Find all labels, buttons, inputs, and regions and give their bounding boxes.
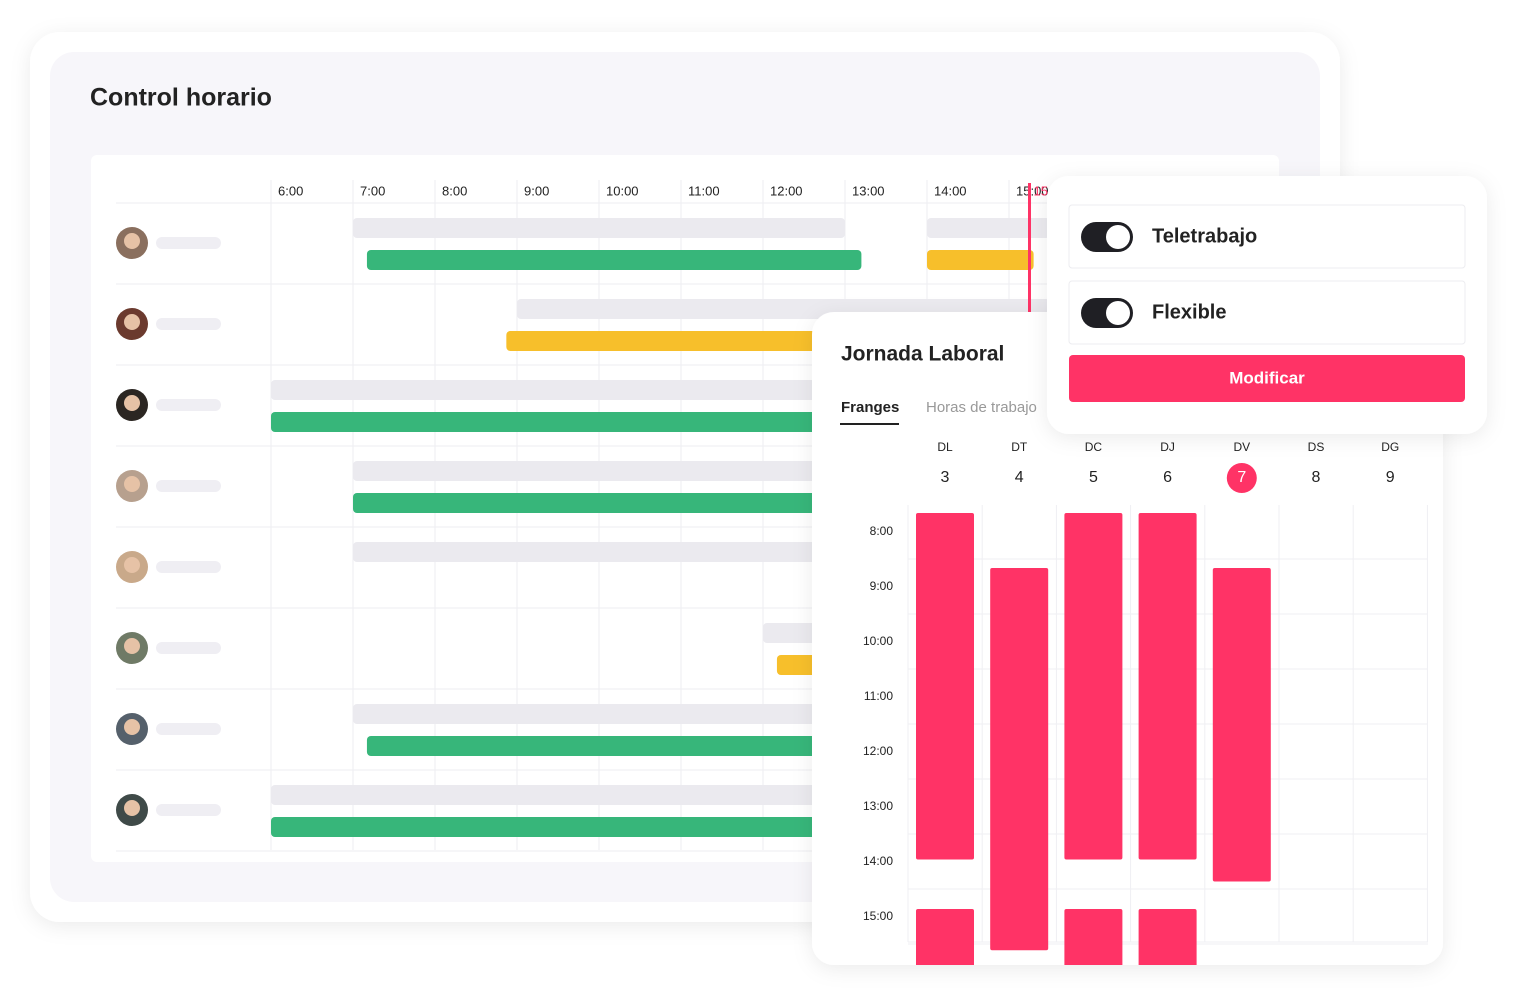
toggle-knob — [1106, 225, 1130, 249]
name-placeholder — [156, 318, 221, 330]
avatar-face — [124, 476, 140, 492]
option-label: Teletrabajo — [1152, 225, 1257, 247]
weekday: DV — [1233, 440, 1250, 454]
shift-bar — [1212, 568, 1271, 882]
hour-label: 14:00 — [863, 854, 893, 868]
avatar-face — [124, 233, 140, 249]
title: Control horario — [90, 84, 272, 112]
avatar-face — [124, 719, 140, 735]
name-placeholder — [156, 642, 221, 654]
planned-bar — [353, 218, 845, 238]
hour-label: 15:00 — [1016, 183, 1049, 198]
modify-button[interactable] — [1069, 355, 1465, 402]
name-placeholder — [156, 561, 221, 573]
hour-label: 12:00 — [863, 744, 893, 758]
shift-bar — [1138, 513, 1197, 860]
hour-label: 11:00 — [864, 689, 893, 703]
weekday: DT — [1011, 440, 1028, 454]
day-number[interactable]: 9 — [1386, 469, 1395, 486]
hour-label: 13:00 — [863, 799, 893, 813]
week-grid: 8:00 9:00 10:00 11:00 12:00 13:00 14:00 15:00 DL… — [863, 440, 1428, 965]
hour-label: 8:00 — [870, 524, 894, 538]
shift-bar — [916, 909, 974, 965]
button-label[interactable]: Modificar — [1229, 368, 1305, 387]
hour-label: 10:00 — [606, 183, 639, 198]
avatar-face — [124, 395, 140, 411]
worked-bar — [927, 250, 1034, 270]
option-box — [1068, 204, 1466, 269]
hour-label: 7:00 — [360, 183, 385, 198]
name-placeholder — [156, 723, 221, 735]
hour-label: 6:00 — [278, 183, 303, 198]
shift-bar — [1064, 513, 1123, 860]
weekday: DC — [1085, 440, 1103, 454]
shift-bar — [1064, 909, 1123, 965]
shift-bar — [990, 568, 1049, 951]
day-number[interactable]: 8 — [1312, 469, 1321, 486]
day-number[interactable]: 4 — [1015, 469, 1024, 486]
weekday: DL — [937, 440, 953, 454]
planned-bar — [927, 218, 1050, 238]
shift-bar — [916, 513, 974, 860]
avatar-face — [124, 800, 140, 816]
shift-bar — [1138, 909, 1197, 965]
today-marker — [1226, 463, 1257, 493]
day-number[interactable]: 5 — [1089, 469, 1098, 486]
avatar-face — [124, 314, 140, 330]
name-placeholder — [156, 399, 221, 411]
hour-label: 13:00 — [852, 183, 885, 198]
weekday: DG — [1381, 440, 1399, 454]
hour-label: 15:00 — [863, 909, 893, 923]
name-placeholder — [156, 480, 221, 492]
weekday: DS — [1308, 440, 1325, 454]
tab[interactable]: Franges — [841, 399, 899, 416]
day-number[interactable]: 7 — [1237, 469, 1246, 486]
hour-label: 9:00 — [870, 579, 894, 593]
hour-label: 9:00 — [524, 183, 549, 198]
hour-label: 11:00 — [688, 183, 720, 198]
option-label: Flexible — [1152, 301, 1226, 323]
hour-label: 12:00 — [770, 183, 803, 198]
day-number[interactable]: 3 — [941, 469, 950, 486]
name-placeholder — [156, 804, 221, 816]
avatar-face — [124, 638, 140, 654]
toggle-knob — [1106, 301, 1130, 325]
hour-label: 14:00 — [934, 183, 967, 198]
tab[interactable]: Horas de trabajo — [926, 399, 1037, 416]
options: Teletrabajo Flexible — [1068, 204, 1466, 345]
avatar-face — [124, 557, 140, 573]
jornada-title: Jornada Laboral — [841, 343, 1004, 366]
day-number[interactable]: 6 — [1163, 469, 1172, 486]
weekday: DJ — [1160, 440, 1175, 454]
hour-label: 10:00 — [863, 634, 893, 648]
option-box — [1068, 280, 1466, 345]
name-placeholder — [156, 237, 221, 249]
tab-underline — [840, 423, 899, 425]
hour-label: 8:00 — [442, 183, 467, 198]
worked-bar — [366, 250, 862, 270]
